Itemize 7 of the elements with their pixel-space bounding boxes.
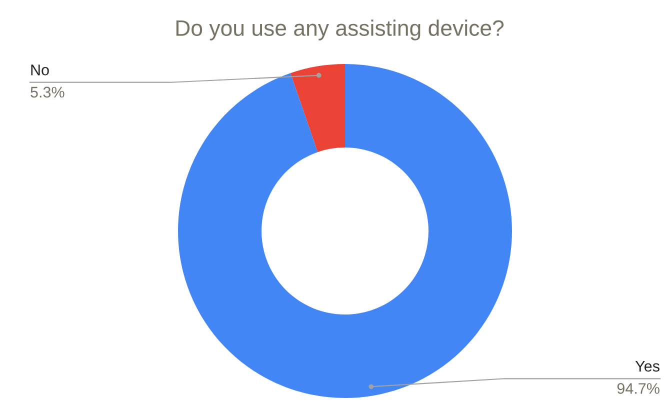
slice-label: No [31,64,49,76]
data-label: 94.7% [617,383,660,394]
donut-slice [290,64,345,152]
slice-label: Yes [635,360,660,372]
chart-title: Do you use any assisting device? [176,20,504,40]
donut-slice [178,64,512,398]
data-label: 5.3% [30,86,64,98]
